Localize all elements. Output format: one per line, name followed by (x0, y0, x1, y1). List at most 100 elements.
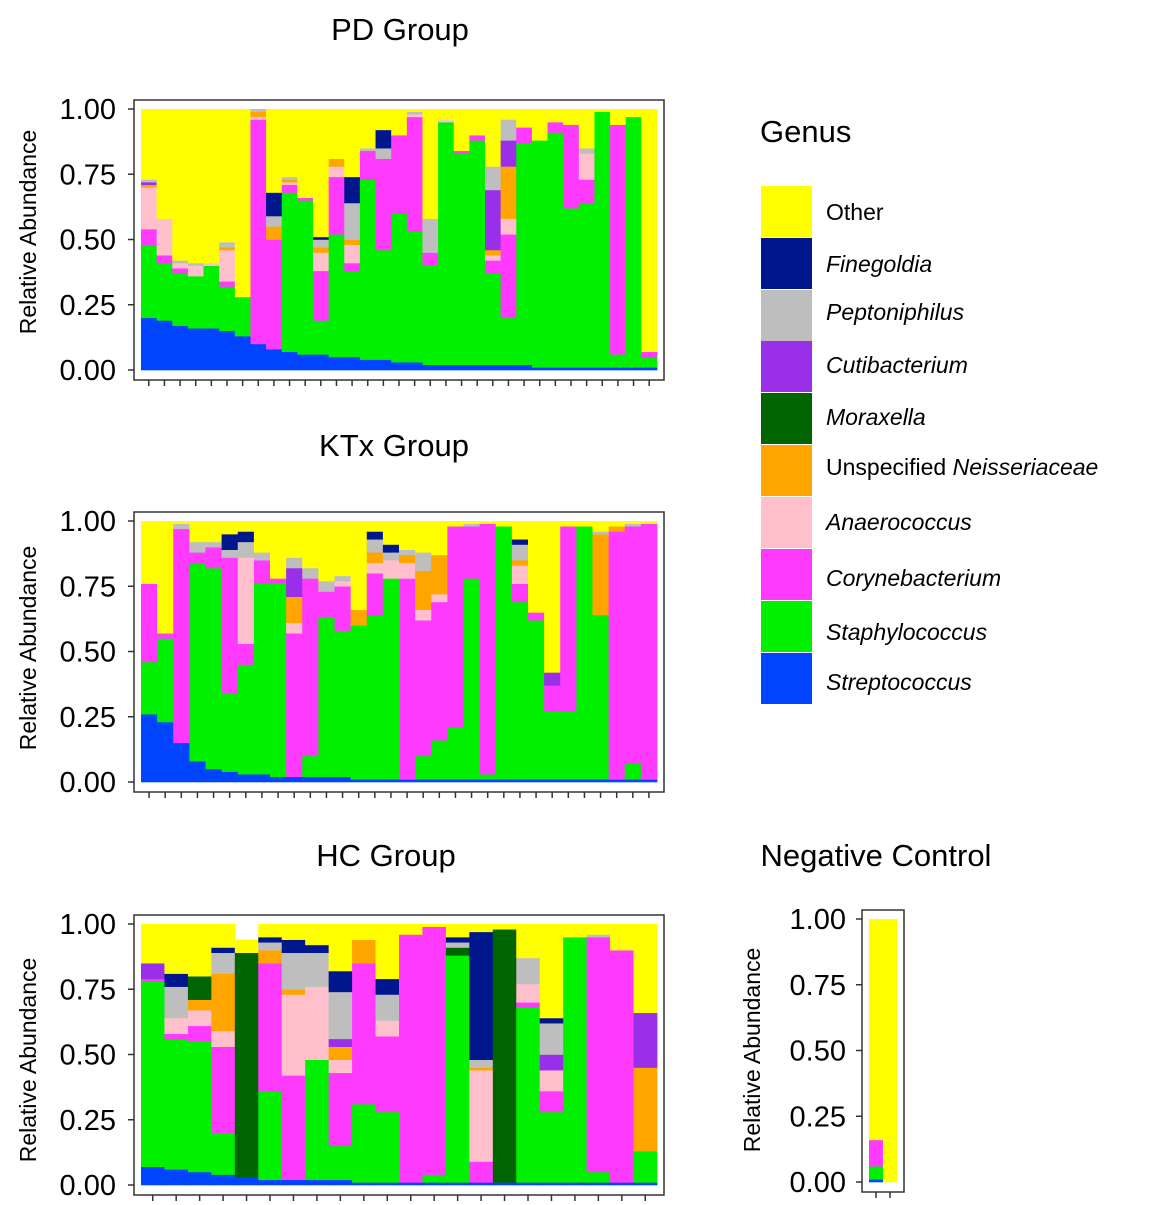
legend-label-prefix: Other (826, 199, 884, 225)
bar-segment-anaerococcus (156, 218, 173, 256)
bar-segment-streptococcus (516, 364, 533, 371)
bar-segment-corynebacterium (624, 526, 642, 765)
bar-segment-corynebacterium (453, 150, 470, 154)
bar-segment-corynebacterium (610, 124, 627, 355)
bar-segment-other (382, 521, 400, 545)
bar-segment-staphylococcus (253, 583, 271, 775)
bar-segment-corynebacterium (415, 620, 432, 757)
bar-segment-staphylococcus (221, 693, 239, 772)
bar-segment-streptococcus (205, 768, 223, 783)
bar-segment-other (492, 924, 517, 930)
bar-segment-peptoniphilus (211, 952, 236, 974)
bar-segment-peptoniphilus (281, 952, 306, 990)
y-tick-label: 0.75 (60, 571, 116, 603)
bar-segment-finegoldia (237, 531, 255, 543)
legend-item-peptoniphilus: Peptoniphilus (761, 290, 965, 341)
bar-segment-staphylococcus (445, 955, 470, 1183)
legend-item-cutibacterium: Cutibacterium (761, 341, 968, 392)
y-tick-label: 0.50 (60, 637, 116, 669)
bar-segment-corynebacterium (447, 526, 464, 728)
bar-segment-staphylococcus (234, 296, 251, 337)
bar-segment-streptococcus (495, 779, 513, 783)
bar-segment-streptococcus (492, 1182, 517, 1186)
bar-segment-streptococcus (375, 1182, 400, 1186)
bar-segment-other (234, 939, 259, 954)
bar-segment-streptococcus (576, 779, 593, 783)
pd-group-y-axis-label: Relative Abundance (15, 130, 41, 335)
bar-segment-staphylococcus (313, 320, 330, 355)
bar-segment-neisseriaceae (415, 570, 432, 611)
bar-segment-anaerococcus (219, 249, 236, 282)
bar-segment-other (164, 924, 189, 974)
bar-segment-other (375, 109, 392, 131)
bar-segment-corynebacterium (266, 239, 283, 350)
bar-segment-staphylococcus (141, 661, 158, 715)
y-tick-label: 0.25 (60, 702, 116, 734)
bar-segment-corynebacterium (164, 1033, 189, 1040)
bar-segment-corynebacterium (485, 260, 502, 274)
bar-segment-peptoniphilus (219, 242, 236, 248)
bar-segment-anaerococcus (382, 560, 400, 579)
bar-segment-staphylococcus (375, 1111, 400, 1183)
bar-segment-neisseriaceae (141, 184, 158, 188)
bar-segment-moraxella (445, 947, 470, 956)
legend-label: Anaerococcus (824, 509, 972, 535)
bar-segment-streptococcus (438, 364, 455, 371)
bar-segment-streptococcus (189, 761, 206, 783)
legend-label-genus: Moraxella (826, 404, 926, 430)
bar-segment-streptococcus (869, 1179, 884, 1183)
bar-segment-staphylococcus (547, 132, 564, 368)
y-tick-label: 1.00 (60, 94, 116, 126)
legend-title: Genus (760, 114, 851, 149)
bar-segment-staphylococcus (422, 1174, 447, 1183)
bar-segment-streptococcus (544, 779, 561, 783)
bar-segment-other (445, 924, 470, 938)
bar-segment-streptococcus (469, 364, 486, 371)
bar-segment-streptococcus (328, 1179, 353, 1186)
bar-segment-moraxella (492, 929, 517, 1183)
bar-segment-other (547, 109, 564, 123)
bar-segment-peptoniphilus (187, 262, 204, 266)
bar-segment-corynebacterium (250, 119, 267, 345)
bar-segment-staphylococcus (391, 213, 408, 363)
bar-segment-corynebacterium (366, 573, 384, 616)
bar-segment-staphylococcus (187, 276, 204, 329)
bar-segment-staphylococcus (516, 1007, 541, 1183)
bar-segment-anaerococcus (164, 1017, 189, 1034)
bar-segment-anaerococcus (250, 116, 267, 120)
bar-segment-anaerococcus (399, 562, 416, 579)
bar-segment-peptoniphilus (469, 1059, 494, 1068)
bar-segment-streptococcus (500, 364, 517, 371)
bar-segment-corynebacterium (156, 255, 173, 264)
bar-segment-corynebacterium (359, 150, 376, 180)
bar-segment-corynebacterium (187, 1025, 212, 1042)
bar-segment-streptococcus (511, 779, 529, 783)
y-tick-label: 0.50 (790, 1036, 846, 1068)
bar-segment-neisseriaceae (399, 554, 416, 564)
bar-segment-other (258, 924, 283, 938)
bar-segment-other (203, 109, 220, 264)
bar-segment-staphylococcus (560, 711, 577, 780)
bar-segment-staphylococcus (281, 192, 298, 353)
bar-segment-corynebacterium (511, 583, 529, 603)
bar-segment-corynebacterium (189, 552, 206, 564)
bar-segment-streptococcus (211, 1174, 236, 1186)
bar-segment-anaerococcus (313, 252, 330, 272)
bar-segment-staphylococcus (539, 1111, 564, 1183)
bar-segment-streptococcus (422, 364, 439, 371)
bar-segment-staphylococcus (258, 1091, 283, 1181)
bar-segment-staphylococcus (447, 727, 464, 780)
bar-segment-cutibacterium (328, 1038, 353, 1047)
bar-segment-anaerococcus (375, 1020, 400, 1037)
bar-segment-other (156, 109, 173, 219)
bar-segment-peptoniphilus (399, 549, 416, 556)
bar-segment-streptococcus (359, 359, 376, 371)
bar-segment-peptoniphilus (189, 541, 206, 553)
bar-segment-peptoniphilus (344, 202, 361, 240)
bar-segment-neisseriaceae (258, 950, 283, 964)
legend-label: Corynebacterium (826, 565, 1001, 591)
bar-segment-finegoldia (281, 939, 306, 954)
bar-segment-other (281, 924, 306, 940)
y-tick-label: 0.25 (60, 290, 116, 322)
